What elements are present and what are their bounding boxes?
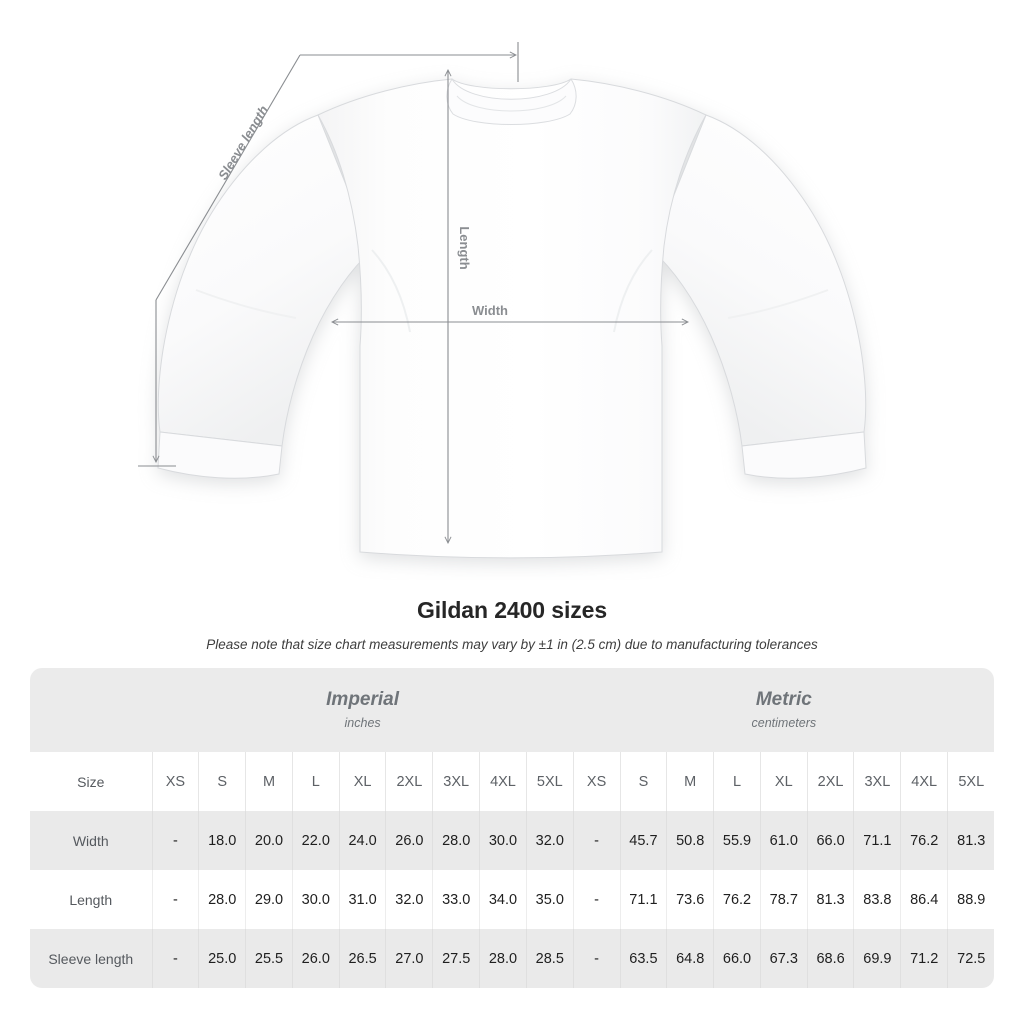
size-header-imperial-xs: XS: [152, 752, 200, 811]
size-header-imperial-l: L: [292, 752, 340, 811]
cell-width-metric-5xl: 81.3: [947, 811, 995, 870]
table-row: Length - 28.0 29.0 30.0 31.0 32.0 33.0 3…: [30, 870, 995, 929]
cell-width-metric-xs: -: [573, 811, 621, 870]
cell-length-metric-3xl: 83.8: [853, 870, 902, 929]
cell-length-imperial-xl: 31.0: [339, 870, 387, 929]
cell-sleeve-imperial-l: 26.0: [292, 929, 340, 988]
unit-spacer-cell: [30, 668, 152, 752]
size-header-metric-2xl: 2XL: [807, 752, 855, 811]
page-title: Gildan 2400 sizes: [416, 597, 608, 623]
cell-width-metric-m: 50.8: [666, 811, 715, 870]
column-header-size: Size: [30, 752, 153, 811]
cell-length-imperial-m: 29.0: [245, 870, 293, 929]
cell-width-imperial-xl: 24.0: [339, 811, 387, 870]
cell-length-imperial-2xl: 32.0: [385, 870, 434, 929]
row-label-width: Width: [30, 811, 153, 870]
tolerance-note: Please note that size chart measurements…: [206, 637, 818, 652]
size-header-imperial-2xl: 2XL: [385, 752, 434, 811]
cell-sleeve-imperial-5xl: 28.5: [526, 929, 574, 988]
size-header-imperial-m: M: [245, 752, 293, 811]
row-label-length: Length: [30, 870, 153, 929]
cell-width-imperial-m: 20.0: [245, 811, 293, 870]
cell-sleeve-metric-xl: 67.3: [760, 929, 808, 988]
unit-sub-metric: centimeters: [751, 716, 817, 730]
unit-sub-imperial: inches: [344, 716, 381, 730]
unit-name-metric: Metric: [755, 689, 812, 710]
cell-length-imperial-5xl: 35.0: [526, 870, 574, 929]
width-annotation: Width: [472, 303, 508, 318]
cell-length-metric-l: 76.2: [713, 870, 761, 929]
cell-sleeve-imperial-2xl: 27.0: [385, 929, 434, 988]
cell-sleeve-metric-5xl: 72.5: [947, 929, 995, 988]
unit-group-metric: Metric centimeters: [573, 668, 995, 752]
cell-sleeve-metric-m: 64.8: [666, 929, 715, 988]
size-header-imperial-5xl: 5XL: [526, 752, 574, 811]
cell-width-metric-l: 55.9: [713, 811, 761, 870]
length-annotation: Length: [457, 226, 472, 269]
size-header-metric-4xl: 4XL: [900, 752, 949, 811]
cell-length-metric-2xl: 81.3: [807, 870, 855, 929]
cell-length-imperial-3xl: 33.0: [432, 870, 481, 929]
size-chart-table: Imperial inches Metric centimeters Size …: [30, 668, 995, 988]
table-row: Width - 18.0 20.0 22.0 24.0 26.0 28.0 30…: [30, 811, 995, 870]
cell-width-imperial-l: 22.0: [292, 811, 340, 870]
cell-length-metric-s: 71.1: [620, 870, 668, 929]
title-block: Gildan 2400 sizes Please note that size …: [0, 596, 1024, 654]
cell-width-metric-3xl: 71.1: [853, 811, 902, 870]
size-chart-table-wrapper: Imperial inches Metric centimeters Size …: [30, 668, 995, 988]
cell-width-imperial-4xl: 30.0: [479, 811, 527, 870]
cell-width-imperial-2xl: 26.0: [385, 811, 434, 870]
cell-sleeve-imperial-m: 25.5: [245, 929, 293, 988]
cell-width-imperial-3xl: 28.0: [432, 811, 481, 870]
size-header-metric-s: S: [620, 752, 668, 811]
cell-width-metric-2xl: 66.0: [807, 811, 855, 870]
unit-group-row: Imperial inches Metric centimeters: [30, 668, 995, 752]
cell-sleeve-metric-4xl: 71.2: [900, 929, 949, 988]
cell-sleeve-metric-s: 63.5: [620, 929, 668, 988]
cell-width-imperial-s: 18.0: [198, 811, 247, 870]
cell-width-metric-xl: 61.0: [760, 811, 808, 870]
cell-sleeve-imperial-3xl: 27.5: [432, 929, 481, 988]
cell-sleeve-imperial-xl: 26.5: [339, 929, 387, 988]
shirt-diagram: Sleeve length Length Width: [138, 42, 867, 559]
cell-length-imperial-l: 30.0: [292, 870, 340, 929]
unit-group-imperial: Imperial inches: [152, 668, 574, 752]
size-header-metric-m: M: [666, 752, 715, 811]
cell-sleeve-imperial-4xl: 28.0: [479, 929, 527, 988]
cell-length-metric-4xl: 86.4: [900, 870, 949, 929]
size-header-imperial-xl: XL: [339, 752, 387, 811]
shirt-illustration: Sleeve length Length Width: [138, 42, 867, 559]
cell-length-imperial-xs: -: [152, 870, 200, 929]
unit-name-imperial: Imperial: [326, 689, 400, 710]
size-header-imperial-s: S: [198, 752, 247, 811]
cell-sleeve-metric-2xl: 68.6: [807, 929, 855, 988]
cell-sleeve-imperial-xs: -: [152, 929, 200, 988]
cell-length-metric-5xl: 88.9: [947, 870, 995, 929]
cell-width-metric-s: 45.7: [620, 811, 668, 870]
cell-length-imperial-4xl: 34.0: [479, 870, 527, 929]
cell-length-imperial-s: 28.0: [198, 870, 247, 929]
cell-length-metric-m: 73.6: [666, 870, 715, 929]
cell-length-metric-xs: -: [573, 870, 621, 929]
cell-width-imperial-5xl: 32.0: [526, 811, 574, 870]
size-header-imperial-4xl: 4XL: [479, 752, 527, 811]
size-header-imperial-3xl: 3XL: [432, 752, 481, 811]
table-row: Sleeve length - 25.0 25.5 26.0 26.5 27.0…: [30, 929, 995, 988]
cell-width-metric-4xl: 76.2: [900, 811, 949, 870]
cell-width-imperial-xs: -: [152, 811, 200, 870]
size-header-metric-xl: XL: [760, 752, 808, 811]
size-header-metric-3xl: 3XL: [853, 752, 902, 811]
measurement-lines: [138, 42, 688, 543]
row-label-sleeve-length: Sleeve length: [30, 929, 153, 988]
size-header-row: Size XS S M L XL 2XL 3XL 4XL 5XL XS S M …: [30, 752, 995, 811]
cell-sleeve-metric-xs: -: [573, 929, 621, 988]
cell-sleeve-imperial-s: 25.0: [198, 929, 247, 988]
cell-sleeve-metric-3xl: 69.9: [853, 929, 902, 988]
shirt-shape: [157, 78, 867, 559]
cell-sleeve-metric-l: 66.0: [713, 929, 761, 988]
size-header-metric-l: L: [713, 752, 761, 811]
size-header-metric-5xl: 5XL: [947, 752, 995, 811]
cell-length-metric-xl: 78.7: [760, 870, 808, 929]
size-header-metric-xs: XS: [573, 752, 621, 811]
